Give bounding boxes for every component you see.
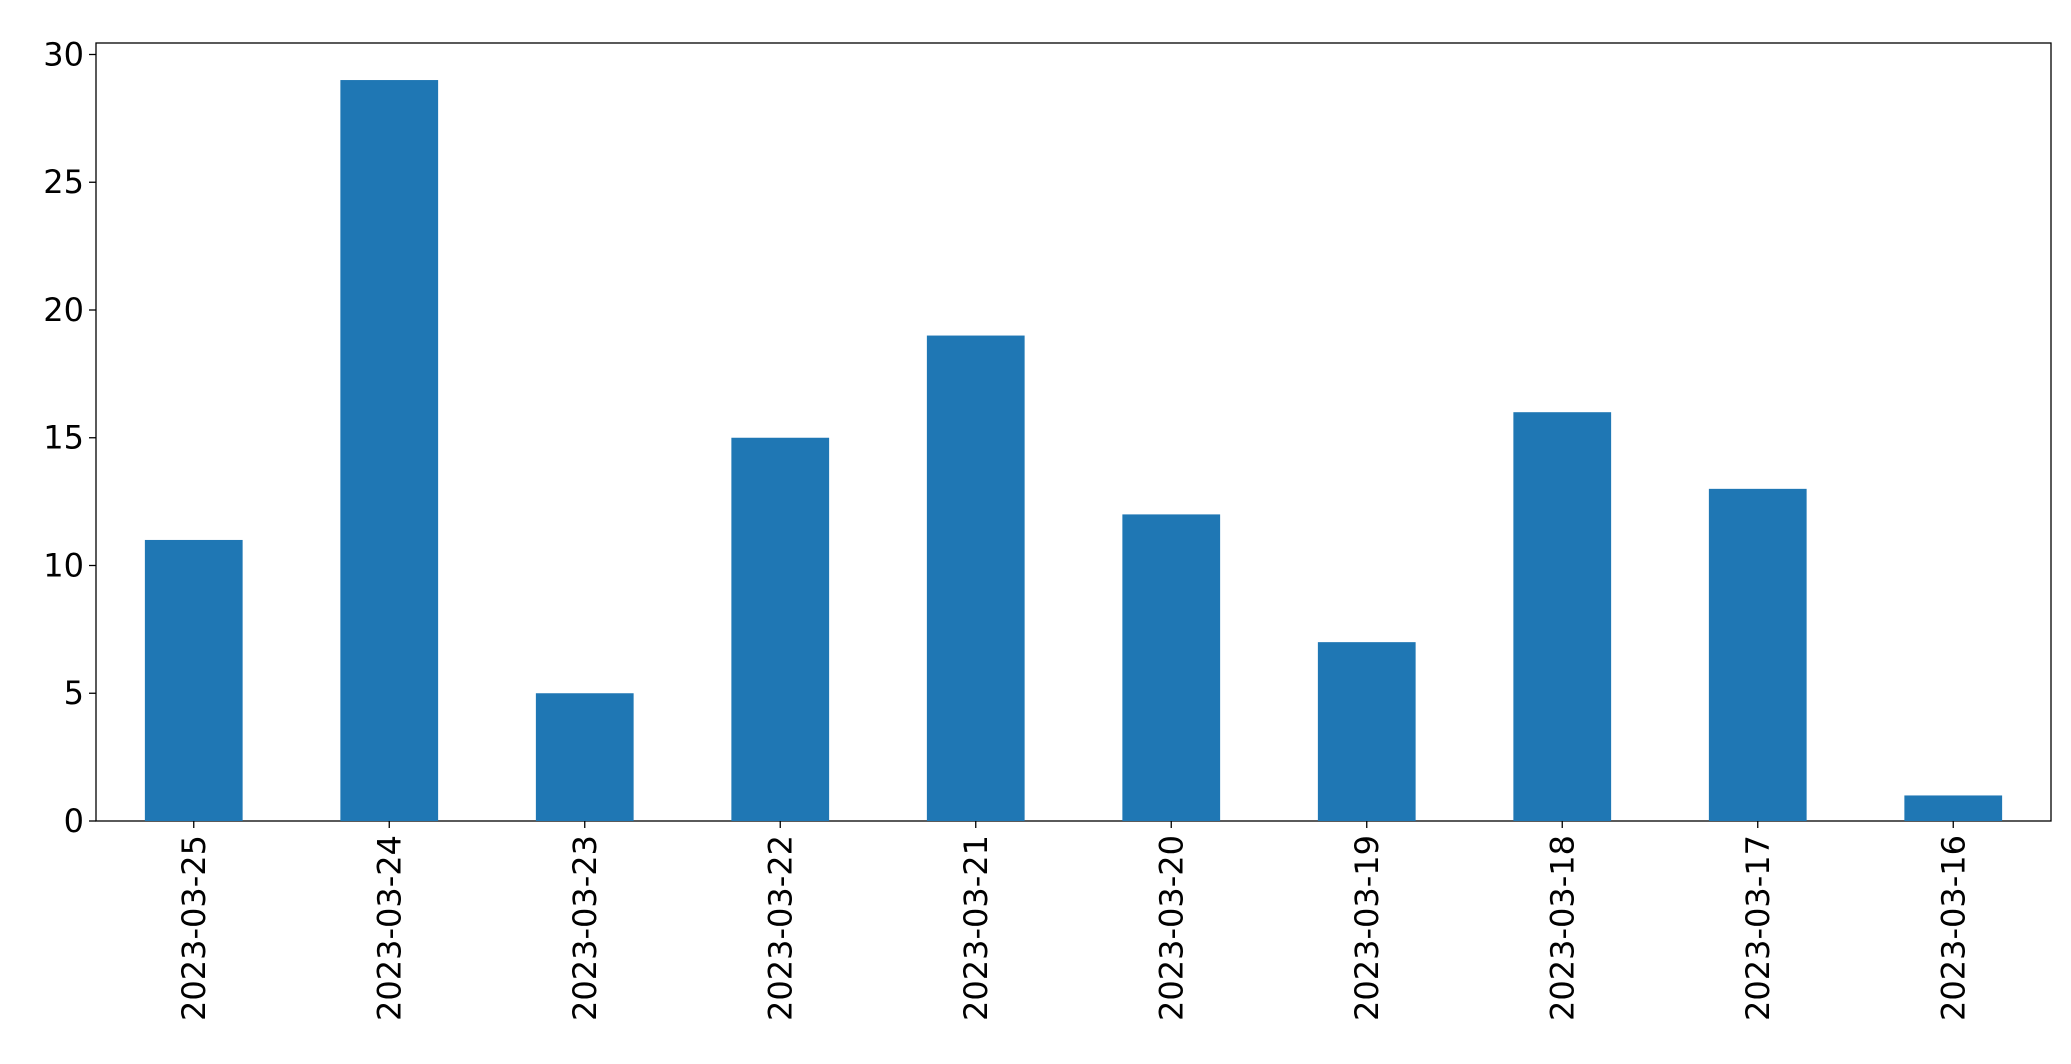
plot-frame — [95, 42, 2052, 822]
y-tick-label: 25 — [43, 163, 84, 201]
bar — [535, 693, 634, 821]
y-tick-label: 0 — [64, 802, 84, 840]
y-tick-label: 30 — [43, 35, 84, 73]
y-tick-label: 15 — [43, 419, 84, 457]
bar — [926, 335, 1025, 821]
x-tick-label: 2023-03-17 — [1739, 835, 1777, 1021]
bar — [144, 539, 243, 821]
bar — [340, 80, 439, 822]
bar — [1317, 642, 1416, 821]
x-tick-label: 2023-03-22 — [761, 835, 799, 1021]
x-tick-label: 2023-03-16 — [1934, 835, 1972, 1021]
x-tick-label: 2023-03-19 — [1348, 835, 1386, 1021]
x-tick-label: 2023-03-23 — [566, 835, 604, 1021]
bar — [1513, 412, 1612, 821]
x-tick-label: 2023-03-20 — [1152, 835, 1190, 1021]
y-tick-label: 10 — [43, 546, 84, 584]
x-tick-label: 2023-03-25 — [175, 835, 213, 1021]
x-tick-label: 2023-03-18 — [1543, 835, 1581, 1021]
bar — [1904, 795, 2003, 821]
y-tick-label: 5 — [64, 674, 84, 712]
bar — [731, 437, 830, 821]
x-tick-label: 2023-03-21 — [957, 835, 995, 1021]
y-tick-label: 20 — [43, 291, 84, 329]
bar — [1708, 488, 1807, 821]
x-tick-label: 2023-03-24 — [370, 835, 408, 1021]
bar — [1122, 514, 1221, 821]
